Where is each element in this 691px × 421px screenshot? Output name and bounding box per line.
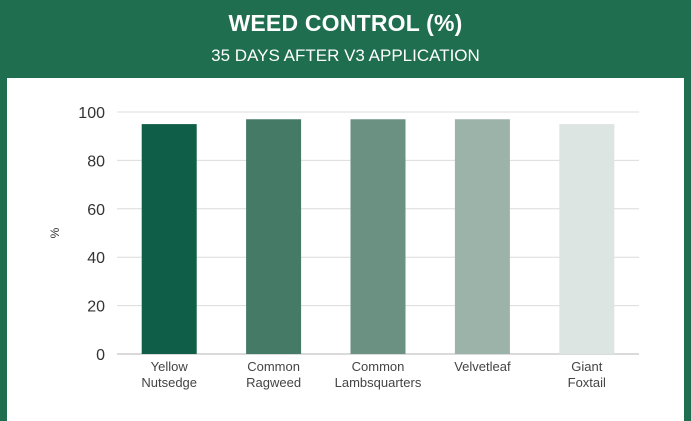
category-label-line: Giant	[571, 359, 602, 374]
bar	[141, 124, 197, 354]
y-tick-label: 60	[87, 202, 105, 219]
y-axis-label: %	[48, 227, 62, 238]
category-label: Common Ragweed	[246, 359, 301, 390]
y-tick-label: 100	[78, 105, 105, 122]
y-tick-label: 0	[96, 347, 105, 364]
chart-subtitle: 35 DAYS AFTER V3 APPLICATION	[211, 46, 480, 65]
bar	[246, 119, 302, 354]
category-label-line: Foxtail	[568, 375, 606, 390]
bar	[350, 119, 406, 354]
bar	[559, 124, 615, 354]
chart-header: WEED CONTROL (%) 35 DAYS AFTER V3 APPLIC…	[0, 0, 691, 78]
frame-border-left	[0, 78, 7, 421]
frame-border-right	[684, 78, 691, 421]
category-label-line: Nutsedge	[141, 375, 197, 390]
chart-title: WEED CONTROL (%)	[228, 10, 463, 36]
category-label: Giant Foxtail	[568, 359, 606, 390]
category-label-line: Yellow	[151, 359, 189, 374]
category-label-line: Common	[352, 359, 405, 374]
category-label-line: Velvetleaf	[454, 359, 511, 374]
category-label: Common Lambsquarters	[335, 359, 422, 390]
category-label-line: Ragweed	[246, 375, 301, 390]
category-label: Velvetleaf	[454, 359, 511, 374]
y-tick-label: 80	[87, 153, 105, 170]
category-label: Yellow Nutsedge	[141, 359, 197, 390]
category-label-line: Lambsquarters	[335, 375, 422, 390]
y-tick-label: 20	[87, 299, 105, 316]
category-label-line: Common	[247, 359, 300, 374]
bar	[454, 119, 510, 354]
y-tick-label: 40	[87, 250, 105, 267]
